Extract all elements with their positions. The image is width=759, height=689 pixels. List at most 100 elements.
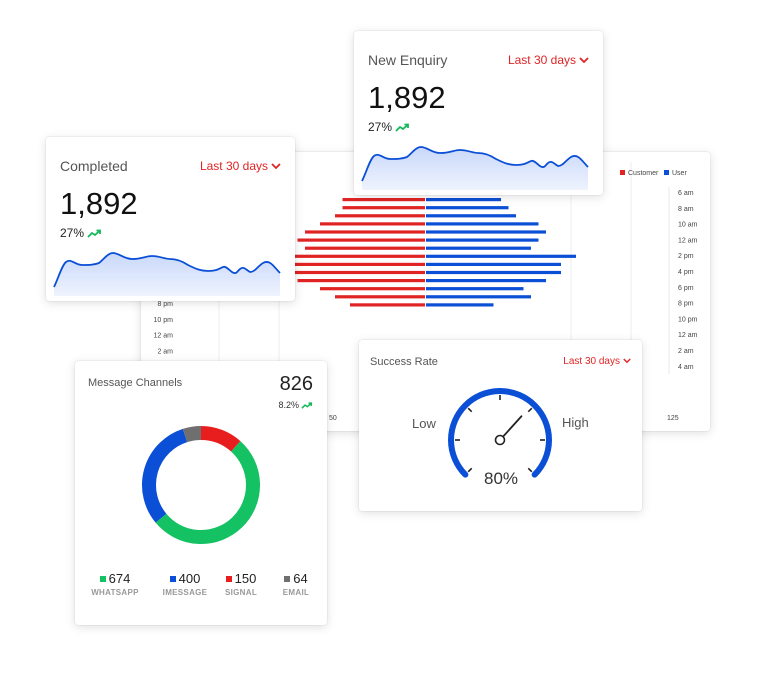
time-label: 10 pm <box>154 317 174 324</box>
gauge-tick <box>467 407 473 413</box>
legend-item-email: 64 EMAIL <box>271 570 321 597</box>
sparkline-chart <box>53 252 281 296</box>
sparkline-area <box>54 253 280 296</box>
date-range-dropdown[interactable]: Last 30 days <box>563 356 631 367</box>
x-tick-label: 50 <box>329 415 337 422</box>
legend-item-signal: 150 SIGNAL <box>213 570 269 597</box>
card-title: Success Rate <box>370 356 438 368</box>
trend-up-icon <box>87 229 101 238</box>
bar-customer <box>320 287 425 291</box>
gauge-tick <box>527 467 533 473</box>
legend-swatch <box>284 575 291 582</box>
change-percent: 8.2% <box>278 400 299 410</box>
date-range-label: Last 30 days <box>563 356 620 367</box>
legend-label: IMESSAGE <box>162 588 208 597</box>
bar-customer <box>305 246 425 250</box>
trend-up-icon <box>395 123 409 132</box>
bar-user <box>426 206 509 210</box>
gauge-needle <box>502 415 523 438</box>
time-label: 12 am <box>678 237 698 244</box>
legend-label: EMAIL <box>282 588 310 597</box>
donut-slice-email <box>182 425 202 443</box>
bar-user <box>426 230 546 234</box>
date-range-label: Last 30 days <box>507 53 576 67</box>
gauge-chart <box>448 388 552 478</box>
kpi-change: 27% <box>60 226 102 240</box>
legend-swatch-user <box>664 170 669 175</box>
time-label: 8 am <box>678 206 694 213</box>
date-range-dropdown[interactable]: Last 30 days <box>508 53 589 67</box>
donut-slice-imessage <box>142 428 188 523</box>
time-label: 6 pm <box>678 285 694 292</box>
bar-customer <box>290 254 425 258</box>
time-label: 8 pm <box>678 301 694 308</box>
chevron-down-icon <box>579 57 589 64</box>
completed-card: Completed Last 30 days 1,892 27% <box>46 137 295 301</box>
time-label: 4 am <box>678 364 694 371</box>
legend-value: 674 <box>108 571 131 586</box>
bar-customer <box>290 270 425 275</box>
change-percent: 27% <box>368 120 393 134</box>
gauge-arc <box>448 388 552 478</box>
diverging-bar-chart: Customer User 6 am 8 am 10 am 12 am 2 pm 4 pm… <box>154 162 698 422</box>
legend-swatch <box>225 575 232 582</box>
kpi-change: 27% <box>368 120 410 134</box>
bar-customer <box>350 303 425 307</box>
legend-user: User <box>672 170 687 177</box>
bar-user <box>426 198 501 202</box>
bar-customer <box>335 214 425 218</box>
time-label: 2 pm <box>678 253 694 260</box>
bar-customer <box>342 206 425 210</box>
time-label: 10 pm <box>678 316 698 323</box>
total-change: 8.2% <box>278 400 313 410</box>
bar-user <box>426 214 516 218</box>
bar-user <box>426 262 561 266</box>
bar-user <box>426 222 539 226</box>
bar-user <box>426 270 561 275</box>
chevron-down-icon <box>623 358 631 364</box>
gauge-tick <box>527 407 533 413</box>
date-range-label: Last 30 days <box>199 159 268 173</box>
total-value: 826 <box>279 373 313 395</box>
time-label: 12 am <box>678 332 698 339</box>
legend-swatch <box>99 575 106 582</box>
message-channels-card: Message Channels 826 8.2% 674 WHATSAPP 4… <box>75 361 327 625</box>
card-title: Message Channels <box>88 377 183 389</box>
new-enquiry-card: New Enquiry Last 30 days 1,892 27% <box>354 31 603 195</box>
bar-customer <box>320 222 425 226</box>
legend-label: WHATSAPP <box>91 588 139 597</box>
gauge-high-label: High <box>562 415 589 430</box>
gauge-low-label: Low <box>412 416 436 431</box>
gauge-tick <box>467 467 473 473</box>
chevron-down-icon <box>271 163 281 170</box>
sparkline-line <box>361 146 589 182</box>
bar-customer <box>297 279 425 283</box>
gauge-value: 80% <box>483 469 519 488</box>
time-label: 8 pm <box>157 301 173 308</box>
legend-swatch <box>169 575 176 582</box>
date-range-dropdown[interactable]: Last 30 days <box>200 159 281 173</box>
bar-customer <box>342 198 425 202</box>
legend-item-imessage: 400 IMESSAGE <box>155 570 215 597</box>
x-tick-label: 125 <box>667 415 679 422</box>
legend-label: SIGNAL <box>224 588 258 597</box>
sparkline-area <box>362 147 588 190</box>
bar-user <box>426 295 531 299</box>
legend-value: 400 <box>178 571 201 586</box>
donut-slice-signal <box>200 426 241 452</box>
time-label: 6 am <box>678 190 694 197</box>
bar-user <box>426 246 531 250</box>
sparkline-chart <box>361 146 589 190</box>
trend-up-icon <box>301 402 313 409</box>
bar-user <box>426 303 494 307</box>
card-title: Completed <box>60 158 128 174</box>
legend-customer: Customer <box>628 170 659 177</box>
success-rate-card: Success Rate Last 30 days Low High 80% <box>359 340 642 511</box>
bar-customer <box>335 295 425 299</box>
time-label: 10 am <box>678 222 698 229</box>
time-label: 4 pm <box>678 269 694 276</box>
time-label: 2 am <box>678 348 694 355</box>
bar-user <box>426 279 546 283</box>
sparkline-line <box>53 252 281 288</box>
donut-slice-whatsapp <box>155 441 260 544</box>
